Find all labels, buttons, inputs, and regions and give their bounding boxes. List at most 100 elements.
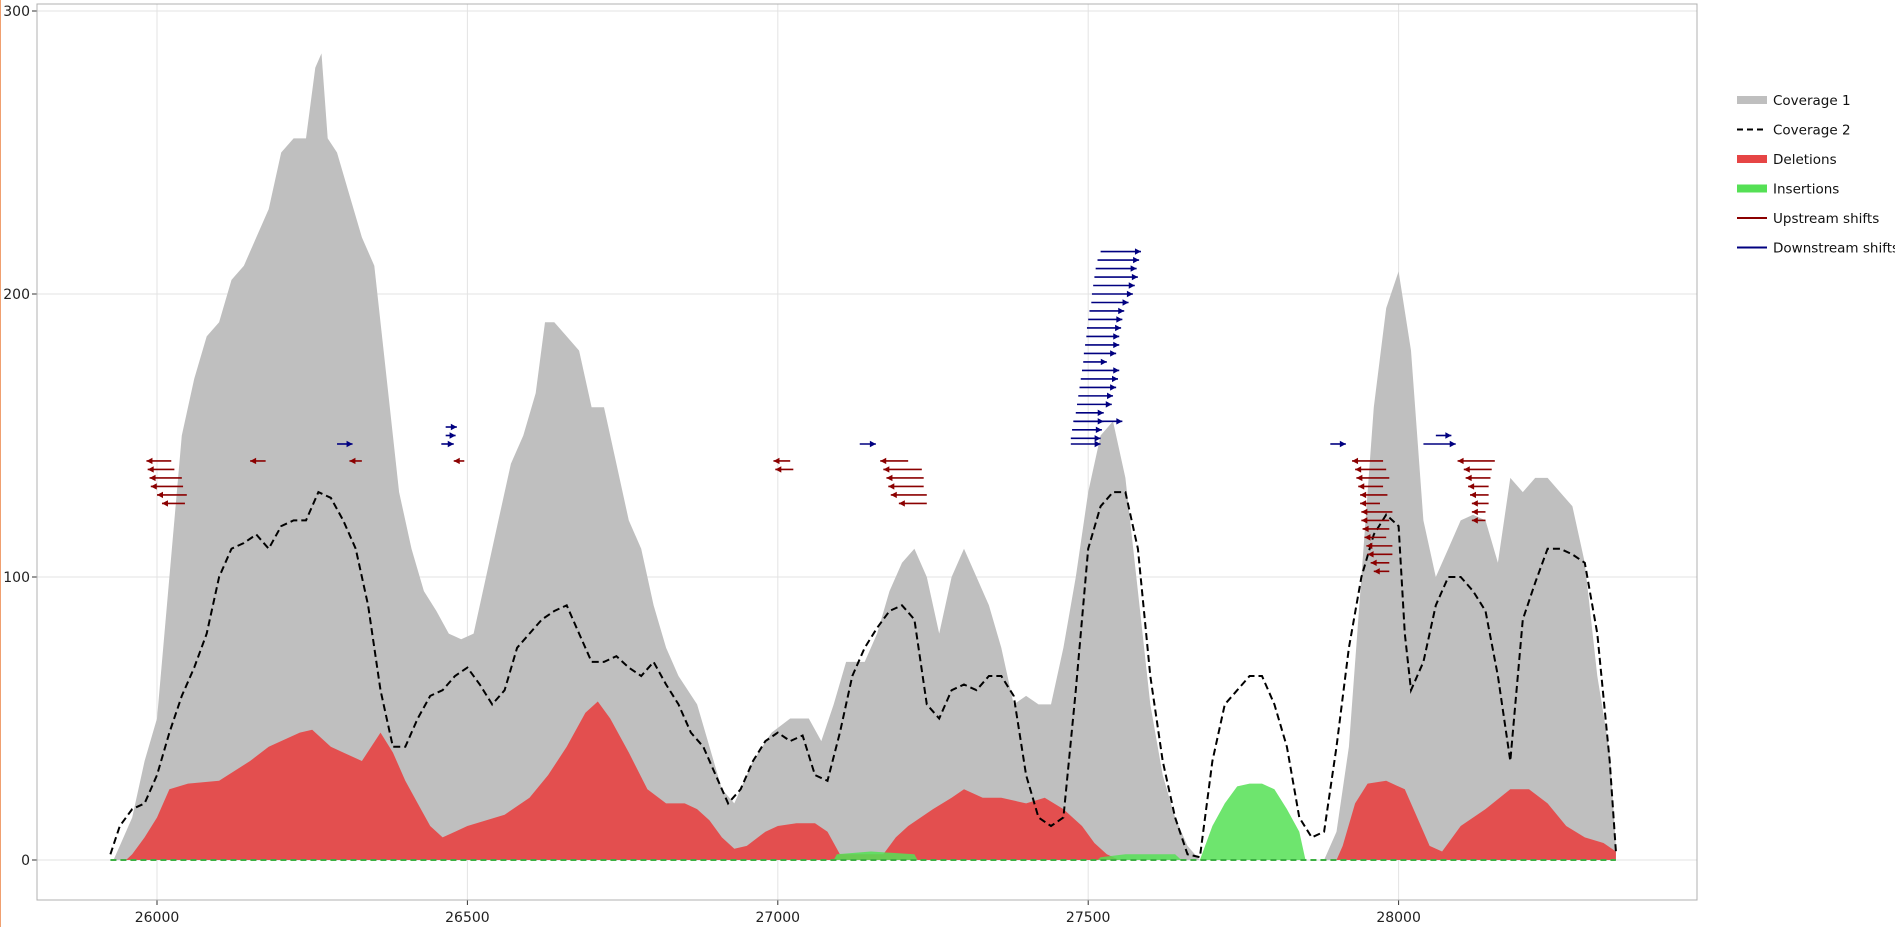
upstream-shift-arrow-head [1358, 483, 1365, 490]
downstream-shift-arrow-head [1116, 316, 1123, 323]
downstream-shift-arrow-head [450, 423, 457, 431]
upstream-shift-arrow-head [349, 457, 356, 465]
window-edge [0, 0, 1, 927]
downstream-shift-arrow-head [1095, 426, 1102, 434]
downstream-shift-arrow-head [1107, 392, 1114, 400]
legend-label-upstream-shifts: Upstream shifts [1773, 211, 1879, 227]
upstream-shift-arrow-head [888, 483, 895, 490]
legend-swatch-coverage-1 [1737, 96, 1767, 104]
legend-label-downstream-shifts: Downstream shifts [1773, 241, 1895, 257]
downstream-shift-arrow-head [1449, 440, 1456, 448]
upstream-shift-arrow-head [1362, 525, 1369, 533]
area-layer [113, 53, 1616, 860]
upstream-shift-arrow-head [157, 491, 163, 499]
downstream-shift-arrow-head [1339, 440, 1346, 448]
plot-frame [36, 3, 1698, 901]
insertions-area [833, 783, 1306, 860]
deletions-area [126, 701, 1616, 860]
y-tick-label: 300 [3, 4, 30, 20]
downstream-shift-arrow-head [1113, 367, 1120, 374]
downstream-shift-arrow-head [449, 432, 456, 439]
y-tick-label: 0 [21, 853, 30, 869]
upstream-shift-arrow-head [1367, 551, 1374, 558]
upstream-shift-arrow-head [1471, 500, 1478, 507]
upstream-shift-arrow-head [898, 500, 905, 507]
downstream-shift-arrow-head [1111, 375, 1118, 383]
upstream-shift-arrow-head [1373, 568, 1380, 575]
upstream-shift-arrow-head [1463, 466, 1470, 473]
upstream-shift-arrow-head [453, 457, 460, 465]
downstream-shift-arrow-head [1097, 409, 1104, 417]
downstream-shift-arrow-head [1134, 248, 1141, 255]
downstream-shift-arrow-head [1094, 435, 1101, 442]
downstream-shift-arrow-head [1110, 384, 1117, 391]
upstream-shift-arrow-head [1361, 508, 1368, 516]
legend: Coverage 1 Coverage 2 Deletions Insertions U… [1737, 93, 1895, 257]
upstream-shift-arrow-head [1468, 483, 1475, 490]
downstream-shift-arrow-head [1118, 307, 1125, 315]
upstream-shift-arrow-head [1465, 474, 1472, 482]
upstream-shift-arrow-head [1355, 466, 1362, 473]
shift-arrow-layer [146, 248, 1495, 575]
coverage-2-line [109, 490, 1617, 859]
axes: 26000 26500 27000 27500 28000 0 100 200 300 [3, 3, 1698, 926]
downstream-shift-arrow-head [1105, 401, 1112, 408]
x-tick-label: 26500 [445, 910, 490, 926]
upstream-shift-arrow-head [1370, 559, 1377, 567]
upstream-shift-arrow-head [886, 474, 893, 482]
y-tick-label: 200 [3, 287, 30, 303]
downstream-shift-arrow-head [1113, 341, 1120, 349]
legend-label-insertions: Insertions [1773, 182, 1839, 198]
line-layer [109, 490, 1617, 861]
upstream-shift-arrow-head [149, 474, 156, 482]
downstream-shift-arrow-head [1445, 432, 1452, 439]
upstream-shift-arrow-head [890, 491, 897, 499]
upstream-shift-arrow-head [1457, 457, 1464, 465]
upstream-shift-arrow-head [1356, 474, 1363, 482]
upstream-shift-arrow-head [1360, 500, 1367, 507]
upstream-shift-arrow-head [883, 466, 890, 473]
upstream-shift-arrow-head [1361, 517, 1368, 524]
upstream-shift-arrow-head [161, 500, 168, 507]
legend-label-coverage-2: Coverage 2 [1773, 123, 1851, 139]
legend-label-coverage-1: Coverage 1 [1773, 93, 1851, 109]
upstream-shift-arrow-head [773, 457, 780, 465]
upstream-shift-arrow-head [1469, 491, 1476, 499]
downstream-shift-arrow-head [447, 440, 454, 448]
downstream-shift-arrow-head [1115, 324, 1122, 332]
downstream-shift-arrow-head [869, 440, 876, 448]
upstream-shift-arrow-head [250, 457, 257, 465]
downstream-shift-arrow-head [1110, 350, 1117, 357]
upstream-shift-arrow-head [1360, 491, 1367, 499]
x-tick-label: 26000 [135, 910, 180, 926]
downstream-shift-arrow-head [1100, 358, 1107, 366]
upstream-shift-arrow-head [1471, 508, 1478, 516]
upstream-shift-arrow-head [1471, 517, 1478, 524]
coverage-1-area [113, 53, 1616, 860]
upstream-shift-arrow-head [150, 483, 157, 490]
x-tick-label: 27000 [756, 910, 801, 926]
downstream-shift-arrow-head [1133, 256, 1140, 264]
upstream-shift-arrow-head [880, 457, 887, 465]
x-tick-label: 28000 [1376, 910, 1421, 926]
legend-label-deletions: Deletions [1773, 152, 1837, 168]
downstream-shift-arrow-head [1131, 273, 1138, 281]
downstream-shift-arrow-head [346, 440, 353, 448]
y-tick-label: 100 [3, 570, 30, 586]
upstream-shift-arrow-head [146, 457, 153, 465]
legend-swatch-insertions [1737, 184, 1767, 193]
upstream-shift-arrow-head [147, 466, 154, 473]
downstream-shift-arrow-head [1094, 440, 1101, 448]
upstream-shift-arrow-head [1352, 457, 1359, 465]
downstream-shift-arrow-head [1126, 290, 1133, 298]
upstream-shift-arrow-head [775, 466, 782, 473]
upstream-shift-arrow-head [1366, 542, 1373, 550]
downstream-shift-arrow-head [1113, 333, 1120, 340]
downstream-shift-arrow-head [1130, 265, 1137, 272]
downstream-shift-arrow-head [1116, 418, 1123, 425]
downstream-shift-arrow-head [1128, 282, 1135, 289]
downstream-shift-arrow-head [1122, 299, 1129, 306]
upstream-shift-arrow-head [1364, 534, 1371, 541]
legend-swatch-deletions [1737, 155, 1767, 163]
